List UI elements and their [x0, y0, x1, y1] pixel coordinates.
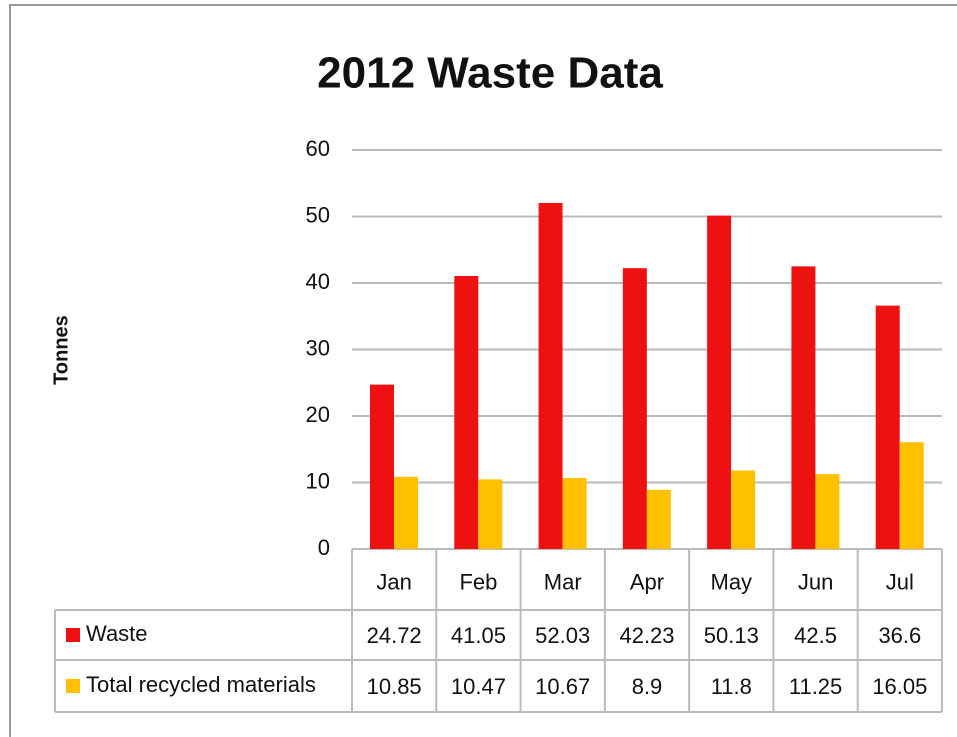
- table-value: 11.8: [711, 674, 752, 699]
- x-tick-label: Jan: [376, 569, 411, 594]
- x-tick-label: Jul: [886, 569, 914, 594]
- bar: [899, 442, 924, 549]
- table-value: 50.13: [704, 623, 759, 648]
- y-tick-label: 50: [306, 202, 330, 227]
- y-tick-label: 10: [306, 468, 330, 493]
- bar: [394, 476, 418, 549]
- frame: [9, 4, 957, 737]
- y-axis-label: Tonnes: [50, 315, 72, 385]
- bar: [370, 384, 394, 549]
- x-tick-label: Jun: [798, 569, 833, 594]
- table-value: 42.5: [794, 623, 837, 648]
- legend-swatch: [66, 679, 80, 693]
- bar: [815, 474, 840, 549]
- table-value: 36.6: [878, 623, 921, 648]
- chart-title: 2012 Waste Data: [317, 49, 663, 98]
- table-value: 10.85: [367, 674, 422, 699]
- table-value: 41.05: [451, 623, 506, 648]
- x-tick-label: May: [711, 569, 753, 594]
- y-tick-label: 30: [306, 335, 330, 360]
- legend-label: Total recycled materials: [86, 672, 316, 697]
- table-value: 16.05: [872, 674, 927, 699]
- table-value: 10.67: [535, 674, 590, 699]
- table-value: 52.03: [535, 623, 590, 648]
- legend-swatch: [66, 628, 80, 642]
- legend-label: Waste: [86, 621, 148, 646]
- bar: [478, 479, 503, 549]
- table-value: 8.9: [632, 674, 663, 699]
- table-value: 24.72: [367, 623, 422, 648]
- bar: [454, 276, 479, 549]
- bar: [538, 203, 563, 550]
- table-value: 11.25: [789, 674, 842, 699]
- table-value: 42.23: [619, 623, 674, 648]
- y-tick-label: 20: [306, 402, 330, 427]
- bar: [646, 489, 671, 549]
- x-tick-label: Feb: [459, 569, 497, 594]
- bar: [791, 266, 816, 549]
- x-tick-label: Mar: [544, 569, 582, 594]
- x-tick-label: Apr: [630, 569, 664, 594]
- y-tick-label: 0: [318, 535, 330, 560]
- y-tick-label: 40: [306, 269, 330, 294]
- bar: [875, 305, 900, 549]
- y-tick-label: 60: [306, 136, 330, 161]
- bar: [707, 215, 732, 549]
- table-value: 10.47: [451, 674, 506, 699]
- bar: [731, 470, 756, 549]
- bar: [562, 478, 587, 549]
- bar: [622, 268, 647, 549]
